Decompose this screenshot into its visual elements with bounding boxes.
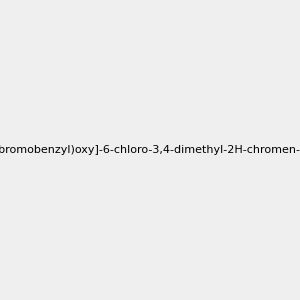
Text: 7-[(4-bromobenzyl)oxy]-6-chloro-3,4-dimethyl-2H-chromen-2-one: 7-[(4-bromobenzyl)oxy]-6-chloro-3,4-dime… — [0, 145, 300, 155]
